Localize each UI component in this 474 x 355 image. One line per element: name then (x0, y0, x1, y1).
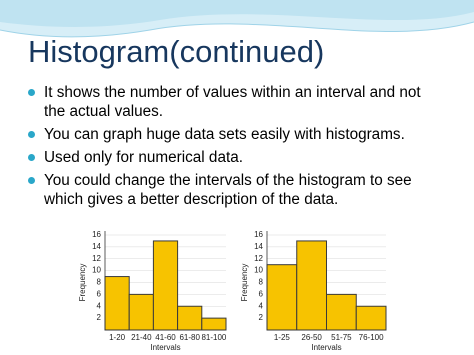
y-tick-label: 2 (97, 313, 102, 322)
bullet-list: It shows the number of values within an … (26, 83, 436, 213)
y-tick-label: 14 (254, 242, 263, 251)
bullet: You could change the intervals of the hi… (26, 171, 436, 209)
bar (128, 293, 154, 331)
y-tick-label: 6 (97, 289, 102, 298)
y-tick-label: 8 (97, 278, 102, 287)
bullet: You can graph huge data sets easily with… (26, 125, 436, 144)
x-tick-label: 1-20 (109, 333, 126, 342)
y-tick-label: 10 (254, 266, 263, 275)
x-tick-label: 51-75 (331, 333, 352, 342)
y-tick-label: 4 (97, 301, 102, 310)
y-tick-label: 6 (259, 289, 264, 298)
bar (177, 305, 203, 331)
y-tick-label: 16 (92, 230, 101, 239)
x-tick-label: 21-40 (131, 333, 152, 342)
bar (326, 293, 357, 331)
y-tick-label: 4 (259, 301, 264, 310)
x-tick-label: 76-100 (359, 333, 384, 342)
y-tick-label: 8 (259, 278, 264, 287)
bar (266, 264, 298, 331)
y-tick-label: 16 (254, 230, 263, 239)
bullet: It shows the number of values within an … (26, 83, 436, 121)
bullet: Used only for numerical data. (26, 148, 436, 167)
bar (296, 240, 327, 331)
y-axis-label: Frequency (240, 264, 249, 302)
y-tick-label: 10 (92, 266, 101, 275)
x-tick-label: 41-60 (155, 333, 176, 342)
y-tick-label: 12 (254, 254, 263, 263)
x-tick-label: 61-80 (179, 333, 200, 342)
y-axis-label: Frequency (78, 264, 87, 302)
bar (201, 317, 227, 331)
slide-title: Histogram(continued) (28, 34, 325, 69)
x-axis-label: Intervals (150, 343, 180, 352)
header-background (0, 0, 474, 80)
bar (152, 240, 179, 331)
x-tick-label: 81-100 (201, 333, 226, 342)
bar (355, 305, 387, 331)
bar (104, 276, 130, 331)
x-tick-label: 1-25 (274, 333, 291, 342)
x-axis-label: Intervals (311, 343, 341, 352)
y-tick-label: 2 (259, 313, 264, 322)
x-tick-label: 26-50 (301, 333, 322, 342)
y-tick-label: 14 (92, 242, 101, 251)
y-tick-label: 12 (92, 254, 101, 263)
